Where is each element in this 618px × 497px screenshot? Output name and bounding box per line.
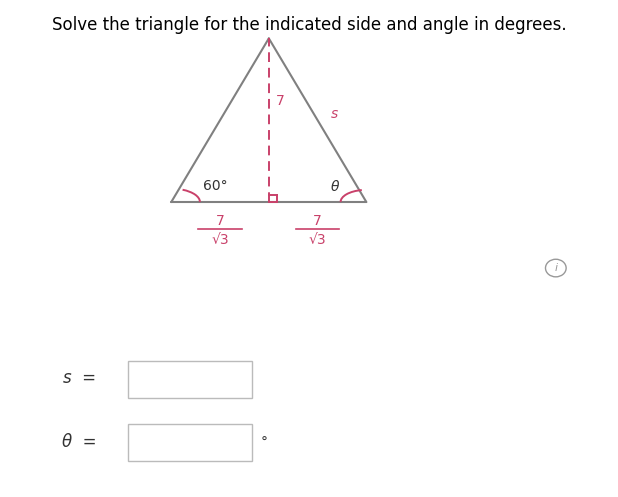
Text: 7: 7 [276,93,284,108]
Text: 7: 7 [216,214,224,228]
Text: θ: θ [331,180,339,194]
Text: θ  =: θ = [62,432,96,450]
Text: Solve the triangle for the indicated side and angle in degrees.: Solve the triangle for the indicated sid… [52,16,566,34]
Text: 60°: 60° [203,179,227,193]
Text: °: ° [260,435,267,449]
Text: √3: √3 [211,233,229,247]
Text: s: s [331,107,339,121]
FancyBboxPatch shape [128,361,252,398]
Text: s  =: s = [63,369,96,387]
FancyBboxPatch shape [128,424,252,461]
Text: √3: √3 [309,233,326,247]
Text: i: i [554,263,557,273]
Text: 7: 7 [313,214,322,228]
